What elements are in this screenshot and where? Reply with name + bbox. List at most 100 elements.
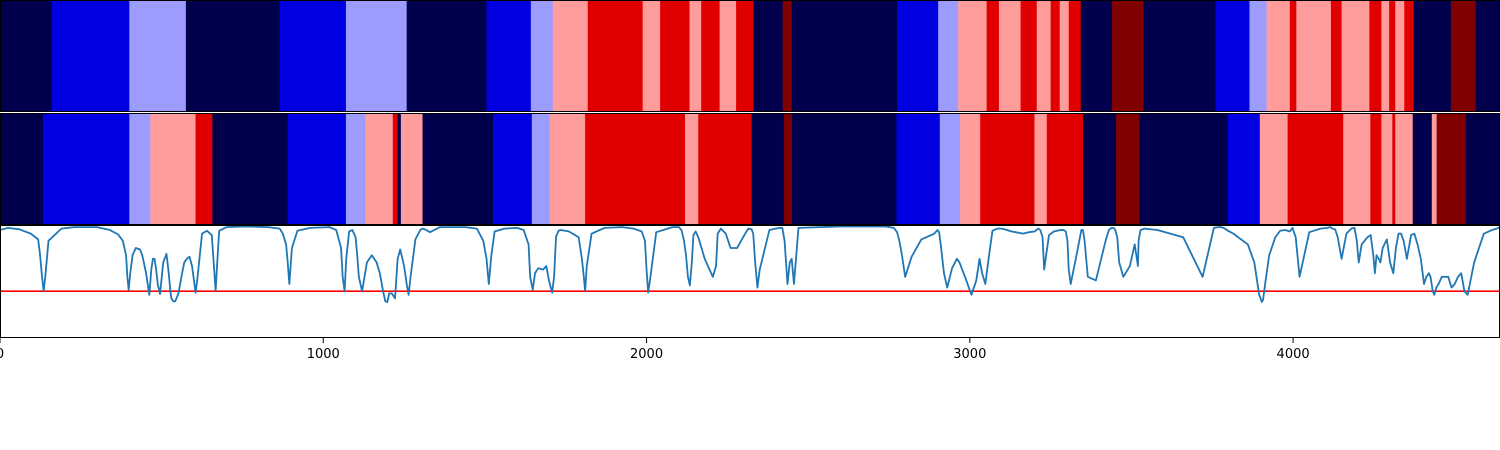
state-segment	[1266, 0, 1291, 112]
state-segment	[1381, 113, 1393, 225]
state-segment	[1249, 0, 1268, 112]
state-segment	[1404, 0, 1415, 112]
state-segment	[1034, 113, 1048, 225]
state-segment	[1330, 0, 1343, 112]
state-segment	[753, 0, 784, 112]
x-tick-label: 0	[0, 347, 4, 362]
state-segment	[1059, 0, 1070, 112]
state-segment	[1112, 0, 1145, 112]
state-segment	[1389, 0, 1396, 112]
state-segment	[531, 113, 551, 225]
state-segment	[392, 113, 399, 225]
state-segment	[1143, 0, 1217, 112]
state-segment	[1431, 113, 1438, 225]
state-segment	[585, 113, 686, 225]
x-tick-label: 3000	[953, 347, 986, 362]
state-segment	[0, 113, 44, 225]
state-segment	[1343, 113, 1371, 225]
state-segment	[43, 113, 130, 225]
state-segment	[1392, 113, 1396, 225]
state-segment	[1436, 113, 1467, 225]
state-segment	[1475, 0, 1500, 112]
state-segment	[129, 0, 187, 112]
state-segment	[345, 0, 408, 112]
state-segment	[365, 113, 394, 225]
state-segment	[397, 113, 402, 225]
state-segment	[1395, 0, 1405, 112]
state-segment	[400, 113, 424, 225]
state-segment	[751, 113, 785, 225]
state-segment	[783, 113, 793, 225]
state-segment	[1227, 113, 1261, 225]
state-segment	[698, 113, 753, 225]
state-segment	[642, 0, 661, 112]
state-segment	[195, 113, 213, 225]
state-segment	[129, 113, 151, 225]
state-segment	[1068, 0, 1082, 112]
state-segment	[1082, 113, 1117, 225]
state-segment	[185, 0, 281, 112]
state-segment	[980, 113, 1036, 225]
state-segment	[1341, 0, 1370, 112]
state-segment	[406, 0, 488, 112]
state-segment	[587, 0, 644, 112]
state-segment	[998, 0, 1022, 112]
state-segment	[1115, 113, 1141, 225]
state-segment	[493, 113, 533, 225]
state-segment	[1450, 0, 1477, 112]
state-segment	[701, 0, 721, 112]
state-segment	[958, 0, 988, 112]
state-segment	[150, 113, 197, 225]
state-segment	[736, 0, 755, 112]
state-segment	[1287, 113, 1344, 225]
state-segment	[486, 0, 532, 112]
state-segment	[287, 113, 347, 225]
state-segment	[960, 113, 981, 225]
state-segment	[1046, 113, 1084, 225]
state-segment	[896, 113, 941, 225]
state-segment	[1020, 0, 1038, 112]
state-segment	[782, 0, 793, 112]
state-segment	[1381, 0, 1390, 112]
state-segment	[530, 0, 554, 112]
state-segment	[689, 0, 702, 112]
state-segment	[939, 113, 961, 225]
x-tick-label: 2000	[630, 347, 663, 362]
x-tick-label: 1000	[307, 347, 340, 362]
state-segment	[51, 0, 130, 112]
state-segment	[1289, 0, 1297, 112]
x-tick-label: 4000	[1277, 347, 1310, 362]
state-segment	[1413, 0, 1452, 112]
state-segment	[685, 113, 699, 225]
state-segment	[986, 0, 1000, 112]
state-segment	[1215, 0, 1251, 112]
state-segment	[1369, 0, 1382, 112]
probability-series-line	[0, 225, 1500, 303]
state-segment	[422, 113, 494, 225]
state-segment	[660, 0, 691, 112]
state-segment	[1259, 113, 1289, 225]
state-segment	[897, 0, 939, 112]
probability-line-panel	[0, 225, 1500, 338]
state-segment	[212, 113, 289, 225]
state-segment	[792, 113, 898, 225]
state-segment	[791, 0, 898, 112]
state-segment	[1395, 113, 1414, 225]
state-segment	[1296, 0, 1332, 112]
state-segment	[279, 0, 347, 112]
state-segment	[1080, 0, 1113, 112]
state-segment	[938, 0, 959, 112]
state-track-2	[0, 113, 1500, 225]
state-segment	[552, 0, 589, 112]
state-track-1	[0, 0, 1500, 112]
state-segment	[1139, 113, 1229, 225]
line-panel-background	[0, 225, 1500, 338]
state-segment	[0, 0, 53, 112]
state-segment	[549, 113, 586, 225]
state-segment	[1370, 113, 1382, 225]
state-segment	[1466, 113, 1500, 225]
state-segment	[1036, 0, 1052, 112]
state-segment	[345, 113, 366, 225]
state-segment	[1050, 0, 1061, 112]
